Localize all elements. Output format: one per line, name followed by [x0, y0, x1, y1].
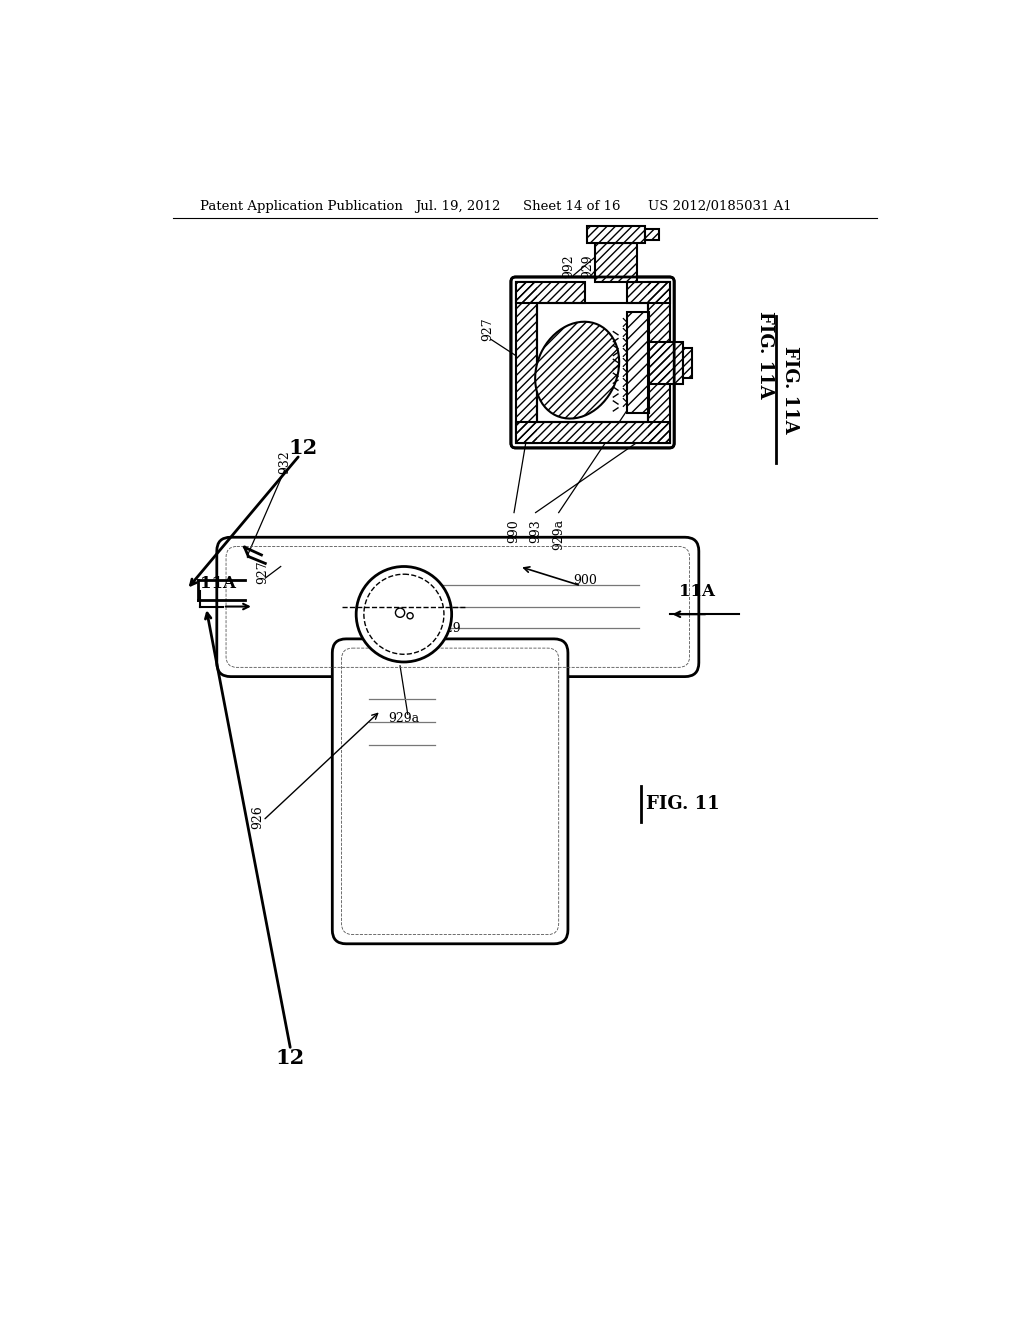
Bar — [645, 230, 658, 240]
Bar — [515, 422, 670, 444]
Bar — [515, 281, 585, 304]
Text: 926: 926 — [252, 805, 264, 829]
Text: 990: 990 — [508, 519, 520, 543]
Circle shape — [356, 566, 452, 663]
Bar — [587, 226, 645, 243]
Text: 993: 993 — [529, 519, 542, 543]
Bar — [628, 313, 649, 413]
Bar — [587, 226, 645, 243]
Bar — [538, 304, 648, 422]
Bar — [515, 281, 538, 444]
Bar — [645, 230, 658, 240]
FancyBboxPatch shape — [333, 639, 568, 944]
Bar — [595, 243, 637, 281]
Text: 929a: 929a — [552, 519, 565, 550]
Text: 11A: 11A — [200, 576, 236, 591]
Bar — [628, 313, 649, 413]
Text: 932: 932 — [279, 450, 292, 474]
Text: 12: 12 — [275, 1048, 304, 1068]
Text: 927: 927 — [256, 561, 269, 585]
Text: 900: 900 — [573, 574, 597, 587]
Bar — [515, 281, 585, 304]
Text: US 2012/0185031 A1: US 2012/0185031 A1 — [648, 199, 792, 213]
Text: 992: 992 — [562, 255, 574, 279]
Bar — [648, 281, 670, 444]
Bar — [538, 304, 648, 422]
Text: 929: 929 — [437, 622, 461, 635]
Bar — [648, 342, 683, 384]
Bar — [628, 281, 670, 304]
Text: FIG. 11: FIG. 11 — [646, 795, 720, 813]
Text: Jul. 19, 2012: Jul. 19, 2012 — [416, 199, 501, 213]
Bar — [683, 348, 692, 378]
Bar — [628, 281, 670, 304]
Circle shape — [395, 609, 404, 618]
Text: 927: 927 — [481, 318, 494, 341]
Text: Patent Application Publication: Patent Application Publication — [200, 199, 402, 213]
Text: 929: 929 — [581, 255, 594, 279]
Text: Sheet 14 of 16: Sheet 14 of 16 — [523, 199, 621, 213]
Bar — [648, 342, 683, 384]
Text: 12: 12 — [289, 438, 317, 458]
Text: 929a: 929a — [388, 713, 420, 726]
Bar — [515, 281, 538, 444]
Bar — [683, 348, 692, 378]
FancyBboxPatch shape — [511, 277, 674, 447]
Bar — [595, 243, 637, 281]
Text: FIG. 11A: FIG. 11A — [756, 312, 774, 399]
Text: FIG. 11A: FIG. 11A — [781, 346, 799, 433]
Text: 11A: 11A — [679, 582, 715, 599]
Ellipse shape — [536, 322, 620, 418]
FancyBboxPatch shape — [217, 537, 698, 677]
Bar — [515, 422, 670, 444]
Bar — [648, 281, 670, 444]
